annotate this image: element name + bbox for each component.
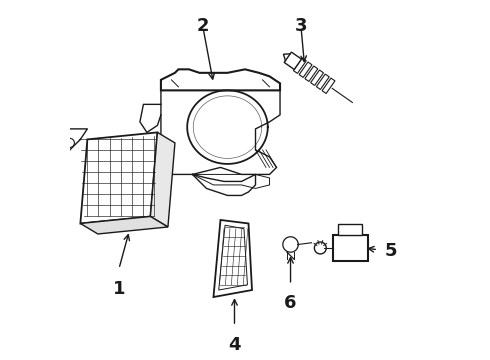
- Polygon shape: [294, 58, 306, 73]
- Polygon shape: [161, 69, 280, 90]
- Polygon shape: [80, 132, 157, 224]
- Polygon shape: [161, 90, 280, 175]
- Polygon shape: [219, 225, 247, 290]
- Polygon shape: [150, 132, 175, 227]
- Text: 6: 6: [284, 293, 297, 311]
- Polygon shape: [305, 66, 318, 81]
- Polygon shape: [333, 235, 368, 261]
- Polygon shape: [284, 52, 301, 69]
- Text: 1: 1: [113, 279, 125, 297]
- Polygon shape: [311, 70, 323, 85]
- Text: 3: 3: [295, 17, 307, 35]
- Text: 4: 4: [228, 336, 241, 354]
- Polygon shape: [338, 224, 362, 235]
- Text: 5: 5: [385, 243, 397, 261]
- Polygon shape: [80, 216, 168, 234]
- Polygon shape: [317, 74, 329, 90]
- Polygon shape: [322, 78, 335, 94]
- Polygon shape: [299, 62, 312, 77]
- Polygon shape: [214, 220, 252, 297]
- Text: 2: 2: [196, 17, 209, 35]
